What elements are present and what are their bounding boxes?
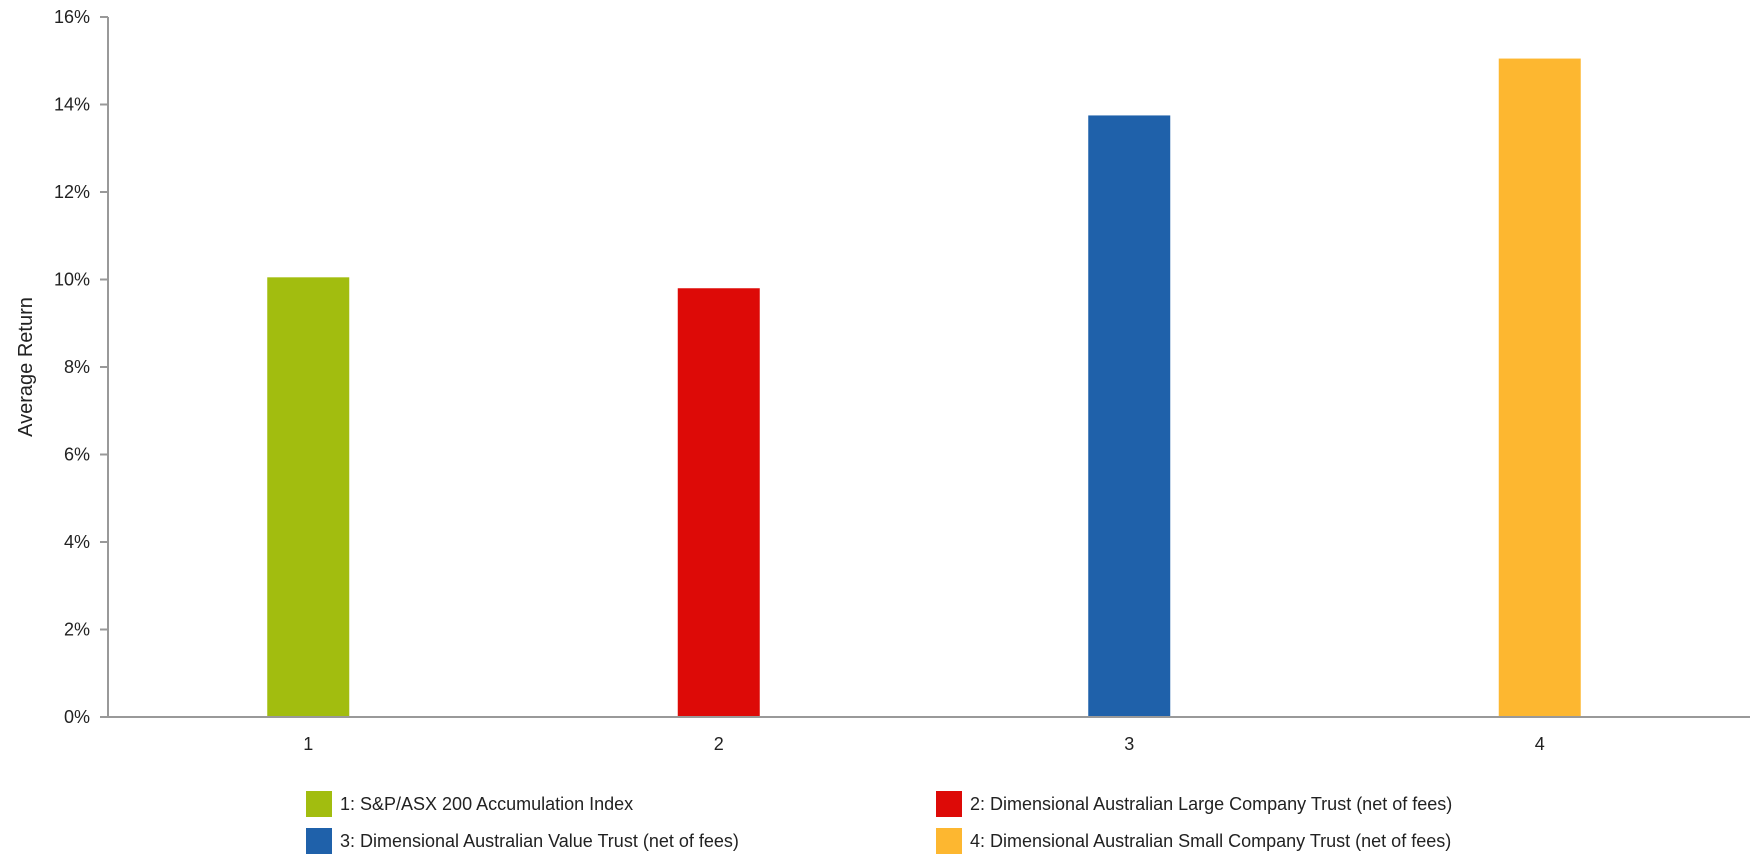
legend-swatch-1 [306,791,332,817]
x-tick-label-4: 4 [1535,734,1545,754]
legend-label-3: 3: Dimensional Australian Value Trust (n… [340,830,739,851]
legend-swatch-4 [936,828,962,854]
x-tick-label-2: 2 [714,734,724,754]
legend-swatch-3 [306,828,332,854]
legend-swatch-2 [936,791,962,817]
y-axis-title: Average Return [15,297,37,437]
y-tick-label: 10% [54,270,90,290]
y-tick-label: 2% [64,620,90,640]
y-tick-label: 8% [64,357,90,377]
y-tick-label: 0% [64,707,90,727]
bar-2 [677,288,760,717]
y-tick-label: 12% [54,182,90,202]
y-tick-label: 6% [64,445,90,465]
legend: 1: S&P/ASX 200 Accumulation Index 2: Dim… [306,790,1606,864]
y-tick-label: 4% [64,532,90,552]
x-axis-ticks: 1 2 3 4 [303,734,1545,754]
bar-1 [267,277,350,717]
bar-4 [1498,58,1581,717]
legend-item-4: 4: Dimensional Australian Small Company … [936,827,1451,855]
y-tick-label: 14% [54,95,90,115]
x-tick-label-1: 1 [303,734,313,754]
legend-item-2: 2: Dimensional Australian Large Company … [936,790,1452,818]
legend-item-1: 1: S&P/ASX 200 Accumulation Index [306,790,633,818]
legend-label-2: 2: Dimensional Australian Large Company … [970,793,1453,814]
y-tick-label: 16% [54,7,90,27]
legend-item-3: 3: Dimensional Australian Value Trust (n… [306,827,739,855]
legend-label-1: 1: S&P/ASX 200 Accumulation Index [340,793,634,814]
bars [267,58,1581,717]
x-tick-label-3: 3 [1124,734,1134,754]
legend-label-4: 4: Dimensional Australian Small Company … [970,830,1452,851]
y-axis-ticks: 0% 2% 4% 6% 8% 10% 12% 14% 16% [54,7,108,727]
bar-3 [1088,115,1171,717]
